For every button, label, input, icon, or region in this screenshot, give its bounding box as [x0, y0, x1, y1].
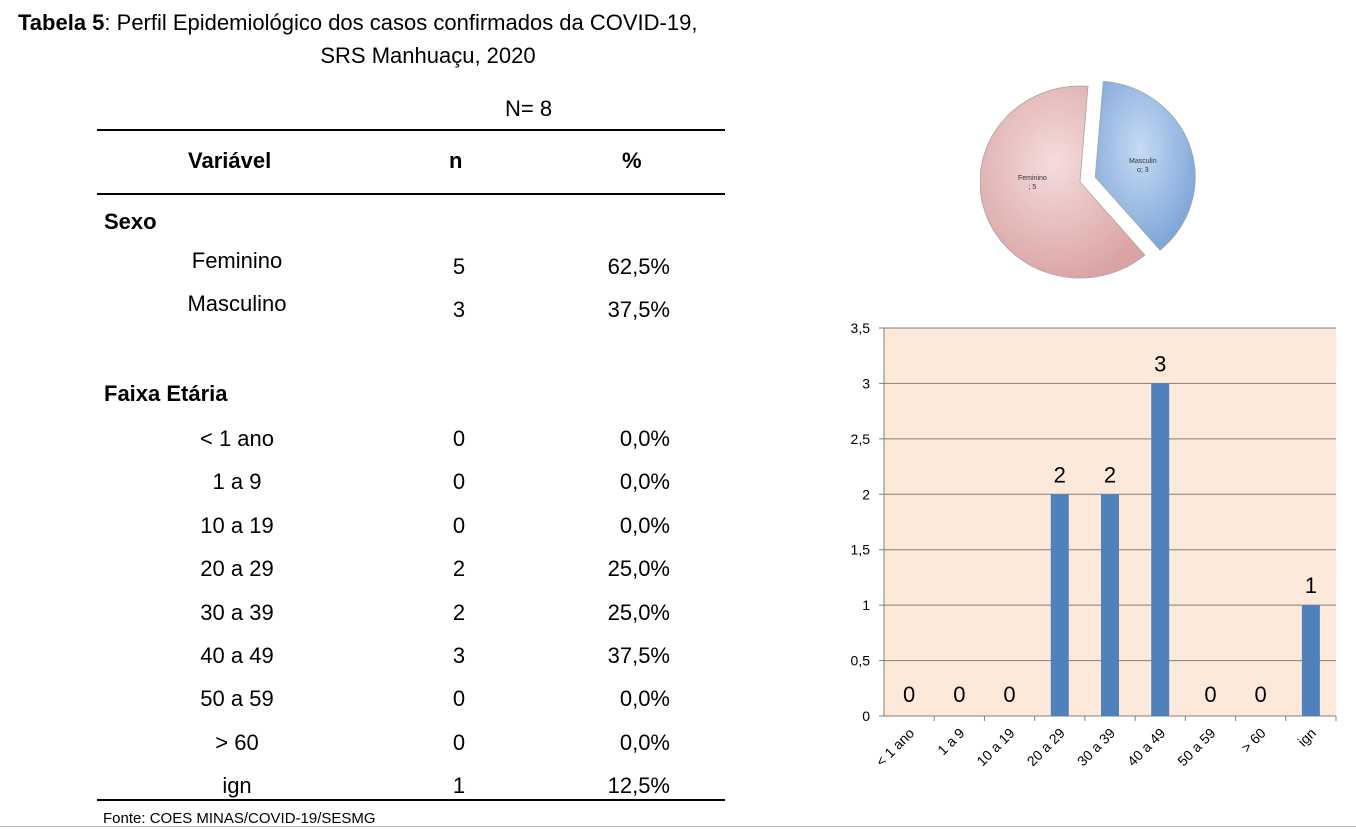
faixa-row-label: 30 a 39	[200, 599, 274, 625]
sexo-row: Masculino 3 37,5%	[97, 291, 725, 322]
source-note: Fonte: COES MINAS/COVID-19/SESMG	[103, 810, 376, 827]
faixa-row-percent: 0,0%	[619, 512, 670, 538]
faixa-row-percent: 0,0%	[619, 686, 670, 712]
pie-slice-masculino	[1094, 80, 1196, 251]
table-header-rule	[97, 193, 725, 195]
faixa-row-percent: 0,0%	[619, 426, 670, 451]
bar-data-label: 2	[1104, 462, 1116, 487]
faixa-row-count: 2	[452, 599, 466, 625]
faixa-row-label: 50 a 59	[200, 686, 274, 712]
sexo-row-label: Masculino	[187, 291, 287, 316]
bar	[1050, 494, 1069, 716]
faixa-row-label: 20 a 29	[200, 556, 274, 582]
header-pct: %	[622, 148, 642, 173]
bar-data-label: 1	[1305, 573, 1317, 598]
bar-data-label: 2	[1054, 462, 1066, 487]
faixa-row-percent: 25,0%	[607, 556, 670, 582]
faixa-row-label: < 1 ano	[199, 426, 274, 451]
faixa-row-label: 1 a 9	[212, 469, 262, 495]
faixa-row-percent: 0,0%	[619, 469, 670, 495]
faixa-row-percent: 12,5%	[607, 773, 670, 799]
faixa-row-count: 3	[452, 643, 466, 668]
faixa-row-count: 1	[452, 773, 466, 799]
x-tick-label: ign	[1294, 725, 1319, 750]
faixa-row-label: ign	[222, 773, 252, 799]
bar	[1101, 494, 1119, 716]
section-faixa-etaria: Faixa Etária	[104, 381, 228, 406]
y-tick-label: 0,5	[851, 653, 871, 669]
title-line2: SRS Manhuaçu, 2020	[320, 43, 536, 68]
bar	[1301, 605, 1320, 716]
faixa-row: 30 a 39 2 25,0%	[97, 600, 725, 630]
faixa-row-label: 10 a 19	[200, 512, 274, 538]
table-bottom-rule	[97, 799, 725, 801]
faixa-row-label: 40 a 49	[200, 643, 274, 668]
faixa-row: 20 a 29 2 25,0%	[97, 556, 725, 586]
table-title: Tabela 5: Perfil Epidemiológico dos caso…	[18, 6, 818, 72]
bar	[1151, 383, 1170, 716]
y-tick-label: 1,5	[851, 542, 871, 558]
faixa-row-count: 0	[452, 469, 466, 495]
sexo-row-count: 3	[452, 297, 466, 322]
title-rest: : Perfil Epidemiológico dos casos confir…	[104, 10, 698, 35]
faixa-row: ign 1 12,5%	[97, 773, 725, 803]
sex-pie-chart: Masculin o; 3 Feminino; 5	[980, 80, 1196, 279]
faixa-row: > 60 0 0,0%	[97, 730, 725, 760]
bar-data-label: 0	[1204, 682, 1216, 707]
y-tick-label: 3,5	[851, 320, 871, 336]
sexo-row-label: Feminino	[191, 248, 283, 273]
pie-slice-feminino	[980, 85, 1146, 279]
table-top-rule	[97, 129, 725, 131]
y-tick-label: 2,5	[851, 431, 871, 447]
faixa-row-percent: 0,0%	[619, 729, 670, 755]
faixa-row-count: 0	[452, 686, 466, 712]
faixa-row-count: 2	[452, 556, 466, 582]
sexo-row-count: 5	[452, 254, 466, 279]
y-tick-label: 2	[862, 486, 870, 502]
x-tick-label: < 1 ano	[873, 725, 918, 770]
faixa-row: 40 a 49 3 37,5%	[97, 643, 725, 673]
x-tick-label: 1 a 9	[934, 725, 967, 758]
sexo-row-percent: 62,5%	[607, 254, 670, 279]
bar-data-label: 0	[903, 682, 915, 707]
sexo-row-percent: 37,5%	[607, 297, 670, 322]
x-tick-label: 20 a 29	[1024, 725, 1068, 769]
faixa-row-count: 0	[452, 512, 466, 538]
y-tick-label: 3	[862, 375, 870, 391]
faixa-row: 1 a 9 0 0,0%	[97, 469, 725, 499]
x-tick-label: 40 a 49	[1124, 725, 1168, 769]
bar-data-label: 0	[1003, 682, 1015, 707]
faixa-row-count: 0	[452, 729, 466, 755]
pie-label-feminino: Feminino; 5	[1018, 175, 1047, 191]
bar-data-label: 0	[953, 682, 965, 707]
section-sexo: Sexo	[104, 209, 157, 234]
faixa-row: 50 a 59 0 0,0%	[97, 686, 725, 716]
header-variavel: Variável	[188, 148, 272, 173]
sexo-row: Feminino 5 62,5%	[97, 248, 725, 279]
title-bold: Tabela 5	[18, 10, 105, 35]
bar-data-label: 3	[1154, 351, 1166, 376]
x-tick-label: 30 a 39	[1074, 725, 1118, 769]
x-tick-label: 50 a 59	[1174, 725, 1218, 769]
faixa-row: 10 a 19 0 0,0%	[97, 513, 725, 543]
bar-data-label: 0	[1255, 682, 1267, 707]
header-n: n	[449, 148, 463, 173]
faixa-row: < 1 ano 0 0,0%	[97, 426, 725, 456]
faixa-row-count: 0	[452, 426, 466, 451]
faixa-row-percent: 37,5%	[607, 643, 670, 668]
x-tick-label: 10 a 19	[973, 725, 1017, 769]
y-tick-label: 0	[862, 708, 870, 724]
faixa-row-percent: 25,0%	[607, 599, 670, 625]
pie-label-masculino: Masculin o; 3	[1129, 158, 1157, 174]
n-total-label: N= 8	[505, 96, 553, 121]
faixa-row-label: > 60	[215, 729, 259, 755]
x-tick-label: > 60	[1238, 725, 1269, 756]
page-bottom-line	[0, 826, 1356, 827]
y-tick-label: 1	[862, 597, 870, 613]
